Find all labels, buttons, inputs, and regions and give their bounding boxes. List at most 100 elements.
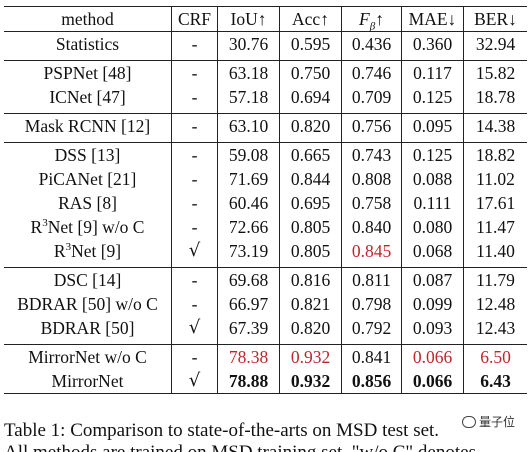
mae-cell: 0.080 bbox=[402, 215, 464, 239]
ber-cell: 11.02 bbox=[476, 169, 515, 189]
acc-cell: 0.595 bbox=[280, 32, 342, 56]
iou-cell: 57.18 bbox=[218, 85, 280, 109]
method-cell: Statistics bbox=[4, 32, 172, 56]
ber-cell: 12.43 bbox=[475, 318, 516, 338]
ber-cell: 18.82 bbox=[464, 142, 527, 167]
method-suffix: Net [9] w/o C bbox=[47, 217, 145, 237]
ber-cell: 11.79 bbox=[464, 267, 527, 292]
ber-cell: 14.38 bbox=[464, 113, 527, 138]
acc-cell: 0.820 bbox=[280, 113, 342, 138]
results-table: method CRF IoU↑ Acc↑ Fβ↑ MAE↓ BER↓ Stati… bbox=[4, 6, 527, 394]
iou-cell: 63.10 bbox=[218, 113, 280, 138]
acc-cell: 0.844 bbox=[280, 167, 342, 191]
mae-cell: 0.117 bbox=[402, 60, 464, 85]
crf-check-cell: √ bbox=[172, 239, 218, 263]
method-cell: MirrorNet w/o C bbox=[4, 344, 172, 369]
crf-cell: - bbox=[172, 191, 218, 215]
crf-cell: - bbox=[172, 142, 218, 167]
crf-cell: - bbox=[172, 344, 218, 369]
fbeta-main: F bbox=[359, 9, 370, 29]
header-row: method CRF IoU↑ Acc↑ Fβ↑ MAE↓ BER↓ bbox=[4, 6, 527, 32]
acc-cell: 0.665 bbox=[280, 142, 342, 167]
group-separator bbox=[4, 138, 527, 142]
table-row: Mask RCNN [12] - 63.10 0.820 0.756 0.095… bbox=[4, 113, 527, 138]
mae-cell: 0.360 bbox=[402, 32, 464, 56]
table-row: BDRAR [50] √ 67.39 0.820 0.792 0.093 12.… bbox=[4, 316, 527, 340]
mae-cell: 0.087 bbox=[402, 267, 464, 292]
mae-cell: 0.111 bbox=[402, 191, 464, 215]
table-row: MirrorNet w/o C - 78.38 0.932 0.841 0.06… bbox=[4, 344, 527, 369]
table-row: RAS [8] - 60.46 0.695 0.758 0.111 17.61 bbox=[4, 191, 527, 215]
table-row: BDRAR [50] w/o C - 66.97 0.821 0.798 0.0… bbox=[4, 292, 527, 316]
fbeta-cell: 0.798 bbox=[342, 292, 402, 316]
watermark-text: 量子位 bbox=[478, 415, 515, 429]
ber-cell: 17.61 bbox=[475, 193, 516, 213]
method-cell: RAS [8] bbox=[4, 191, 172, 215]
mae-cell: 0.066 bbox=[402, 369, 464, 394]
crf-cell: - bbox=[172, 60, 218, 85]
fbeta-symbol: Fβ bbox=[359, 9, 375, 32]
method-prefix: R bbox=[30, 217, 43, 237]
group-separator bbox=[4, 263, 527, 267]
mae-cell: 0.066 bbox=[402, 344, 464, 369]
table-row: DSC [14] - 69.68 0.816 0.811 0.087 11.79 bbox=[4, 267, 527, 292]
table-row: PSPNet [48] - 63.18 0.750 0.746 0.117 15… bbox=[4, 60, 527, 85]
table-row: PiCANet [21] - 71.69 0.844 0.808 0.088 1… bbox=[4, 167, 527, 191]
method-cell: PiCANet [21] bbox=[4, 167, 172, 191]
mae-cell: 0.095 bbox=[402, 113, 464, 138]
acc-cell: 0.805 bbox=[280, 239, 342, 263]
mae-cell: 0.125 bbox=[402, 85, 464, 109]
iou-cell: 78.88 bbox=[218, 369, 280, 394]
acc-cell: 0.694 bbox=[280, 85, 342, 109]
acc-cell: 0.932 bbox=[280, 369, 342, 394]
ber-cell: 15.82 bbox=[464, 60, 527, 85]
iou-cell: 69.68 bbox=[218, 267, 280, 292]
iou-cell: 72.66 bbox=[218, 215, 280, 239]
crf-cell: - bbox=[172, 85, 218, 109]
fbeta-cell: 0.756 bbox=[342, 113, 402, 138]
fbeta-cell: 0.845 bbox=[342, 239, 402, 263]
table-caption-continuation: All methods are trained on MSD training … bbox=[4, 442, 528, 452]
mae-cell: 0.068 bbox=[402, 239, 464, 263]
mae-cell: 0.099 bbox=[402, 292, 464, 316]
iou-cell: 30.76 bbox=[218, 32, 280, 56]
iou-cell: 71.69 bbox=[218, 167, 280, 191]
iou-cell: 59.08 bbox=[218, 142, 280, 167]
method-cell: PSPNet [48] bbox=[4, 60, 172, 85]
ber-cell: 6.43 bbox=[464, 369, 527, 394]
fbeta-cell: 0.811 bbox=[342, 267, 402, 292]
header-acc: Acc↑ bbox=[280, 6, 342, 32]
crf-cell: - bbox=[172, 32, 218, 56]
fbeta-cell: 0.841 bbox=[342, 344, 402, 369]
ber-cell: 11.47 bbox=[476, 217, 515, 237]
ber-cell: 32.94 bbox=[475, 34, 516, 54]
acc-cell: 0.695 bbox=[280, 191, 342, 215]
iou-cell: 60.46 bbox=[218, 191, 280, 215]
table-row: R3Net [9] √ 73.19 0.805 0.845 0.068 11.4… bbox=[4, 239, 527, 263]
header-method: method bbox=[4, 6, 172, 32]
fbeta-cell: 0.746 bbox=[342, 60, 402, 85]
ber-cell: 12.48 bbox=[475, 294, 516, 314]
method-cell: ICNet [47] bbox=[4, 85, 172, 109]
group-separator bbox=[4, 340, 527, 344]
acc-cell: 0.821 bbox=[280, 292, 342, 316]
crf-cell: - bbox=[172, 167, 218, 191]
ber-cell: 6.50 bbox=[464, 344, 527, 369]
mae-cell: 0.088 bbox=[402, 167, 464, 191]
method-superscript: 3 bbox=[65, 241, 72, 254]
fbeta-cell: 0.840 bbox=[342, 215, 402, 239]
watermark: 量子位 bbox=[458, 412, 518, 431]
method-cell: MirrorNet bbox=[4, 369, 172, 394]
mae-cell: 0.093 bbox=[402, 316, 464, 340]
acc-cell: 0.816 bbox=[280, 267, 342, 292]
iou-cell: 66.97 bbox=[218, 292, 280, 316]
crf-cell: - bbox=[172, 292, 218, 316]
ber-cell: 18.78 bbox=[475, 87, 516, 107]
chat-bubble-icon bbox=[461, 415, 476, 428]
group-separator bbox=[4, 109, 527, 113]
fbeta-cell: 0.743 bbox=[342, 142, 402, 167]
fbeta-arrow: ↑ bbox=[375, 9, 384, 29]
method-prefix: R bbox=[53, 241, 66, 261]
iou-cell: 73.19 bbox=[218, 239, 280, 263]
header-mae: MAE↓ bbox=[402, 6, 464, 32]
